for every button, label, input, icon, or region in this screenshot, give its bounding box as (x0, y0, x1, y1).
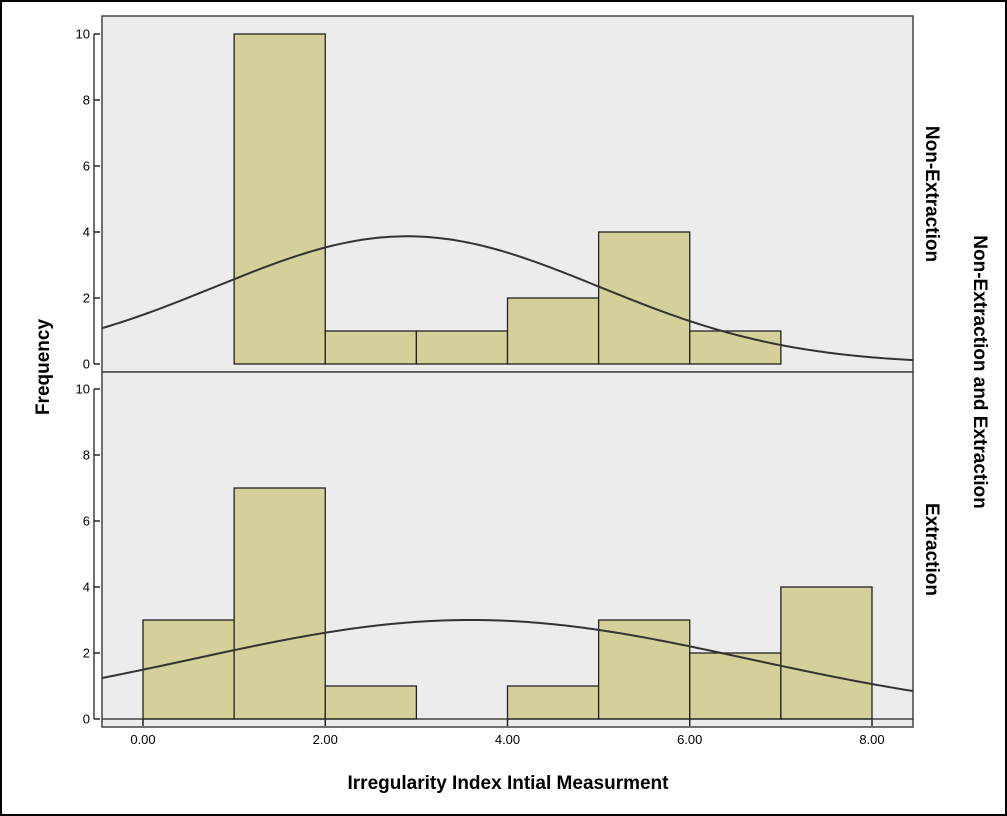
panel-2: 0 2 4 6 8 10 Extraction (76, 371, 942, 728)
panel-title: Non-Extraction (921, 126, 942, 262)
y-tick-label: 2 (83, 291, 90, 306)
y-tick-label: 6 (83, 514, 90, 529)
histogram-bar (142, 619, 235, 720)
panel-1: 0 2 4 6 8 10 Non-Extraction (76, 15, 942, 373)
histogram-bar (780, 586, 873, 720)
x-tick-label: 8.00 (859, 732, 884, 747)
histogram-bar (506, 685, 600, 720)
panel-title: Extraction (921, 503, 942, 596)
x-tick-label: 2.00 (313, 732, 338, 747)
y-tick-label: 0 (83, 712, 90, 727)
x-axis-title: Irregularity Index Intial Measurment (348, 773, 670, 794)
histogram-bar (233, 487, 326, 720)
histogram-bar (324, 685, 418, 720)
y-tick-label: 8 (83, 93, 90, 108)
x-tick-label: 4.00 (495, 732, 520, 747)
row-facet-title: Non-Extraction and Extraction (969, 235, 990, 508)
histogram-bar (415, 330, 509, 365)
x-tick-label: 6.00 (677, 732, 702, 747)
x-axis: 0.00 2.00 4.00 6.00 8.00 (102, 718, 913, 747)
y-tick-label: 6 (83, 159, 90, 174)
y-axis-title: Frequency (33, 319, 54, 416)
x-tick-label: 0.00 (130, 732, 155, 747)
histogram-bar (597, 231, 691, 365)
histogram-bar (597, 619, 691, 720)
y-tick-label: 4 (83, 580, 90, 595)
y-tick-label: 10 (76, 27, 90, 42)
normal-curve (101, 618, 914, 693)
histogram-bar (324, 330, 418, 365)
y-tick-label: 10 (76, 382, 90, 397)
y-tick-label: 8 (83, 448, 90, 463)
normal-curve (101, 235, 914, 362)
y-tick-label: 2 (83, 646, 90, 661)
histogram-bar (233, 33, 326, 365)
histogram-bar (506, 297, 600, 365)
histogram-bar (689, 330, 782, 365)
y-tick-label: 4 (83, 225, 90, 240)
y-tick-label: 0 (83, 357, 90, 372)
